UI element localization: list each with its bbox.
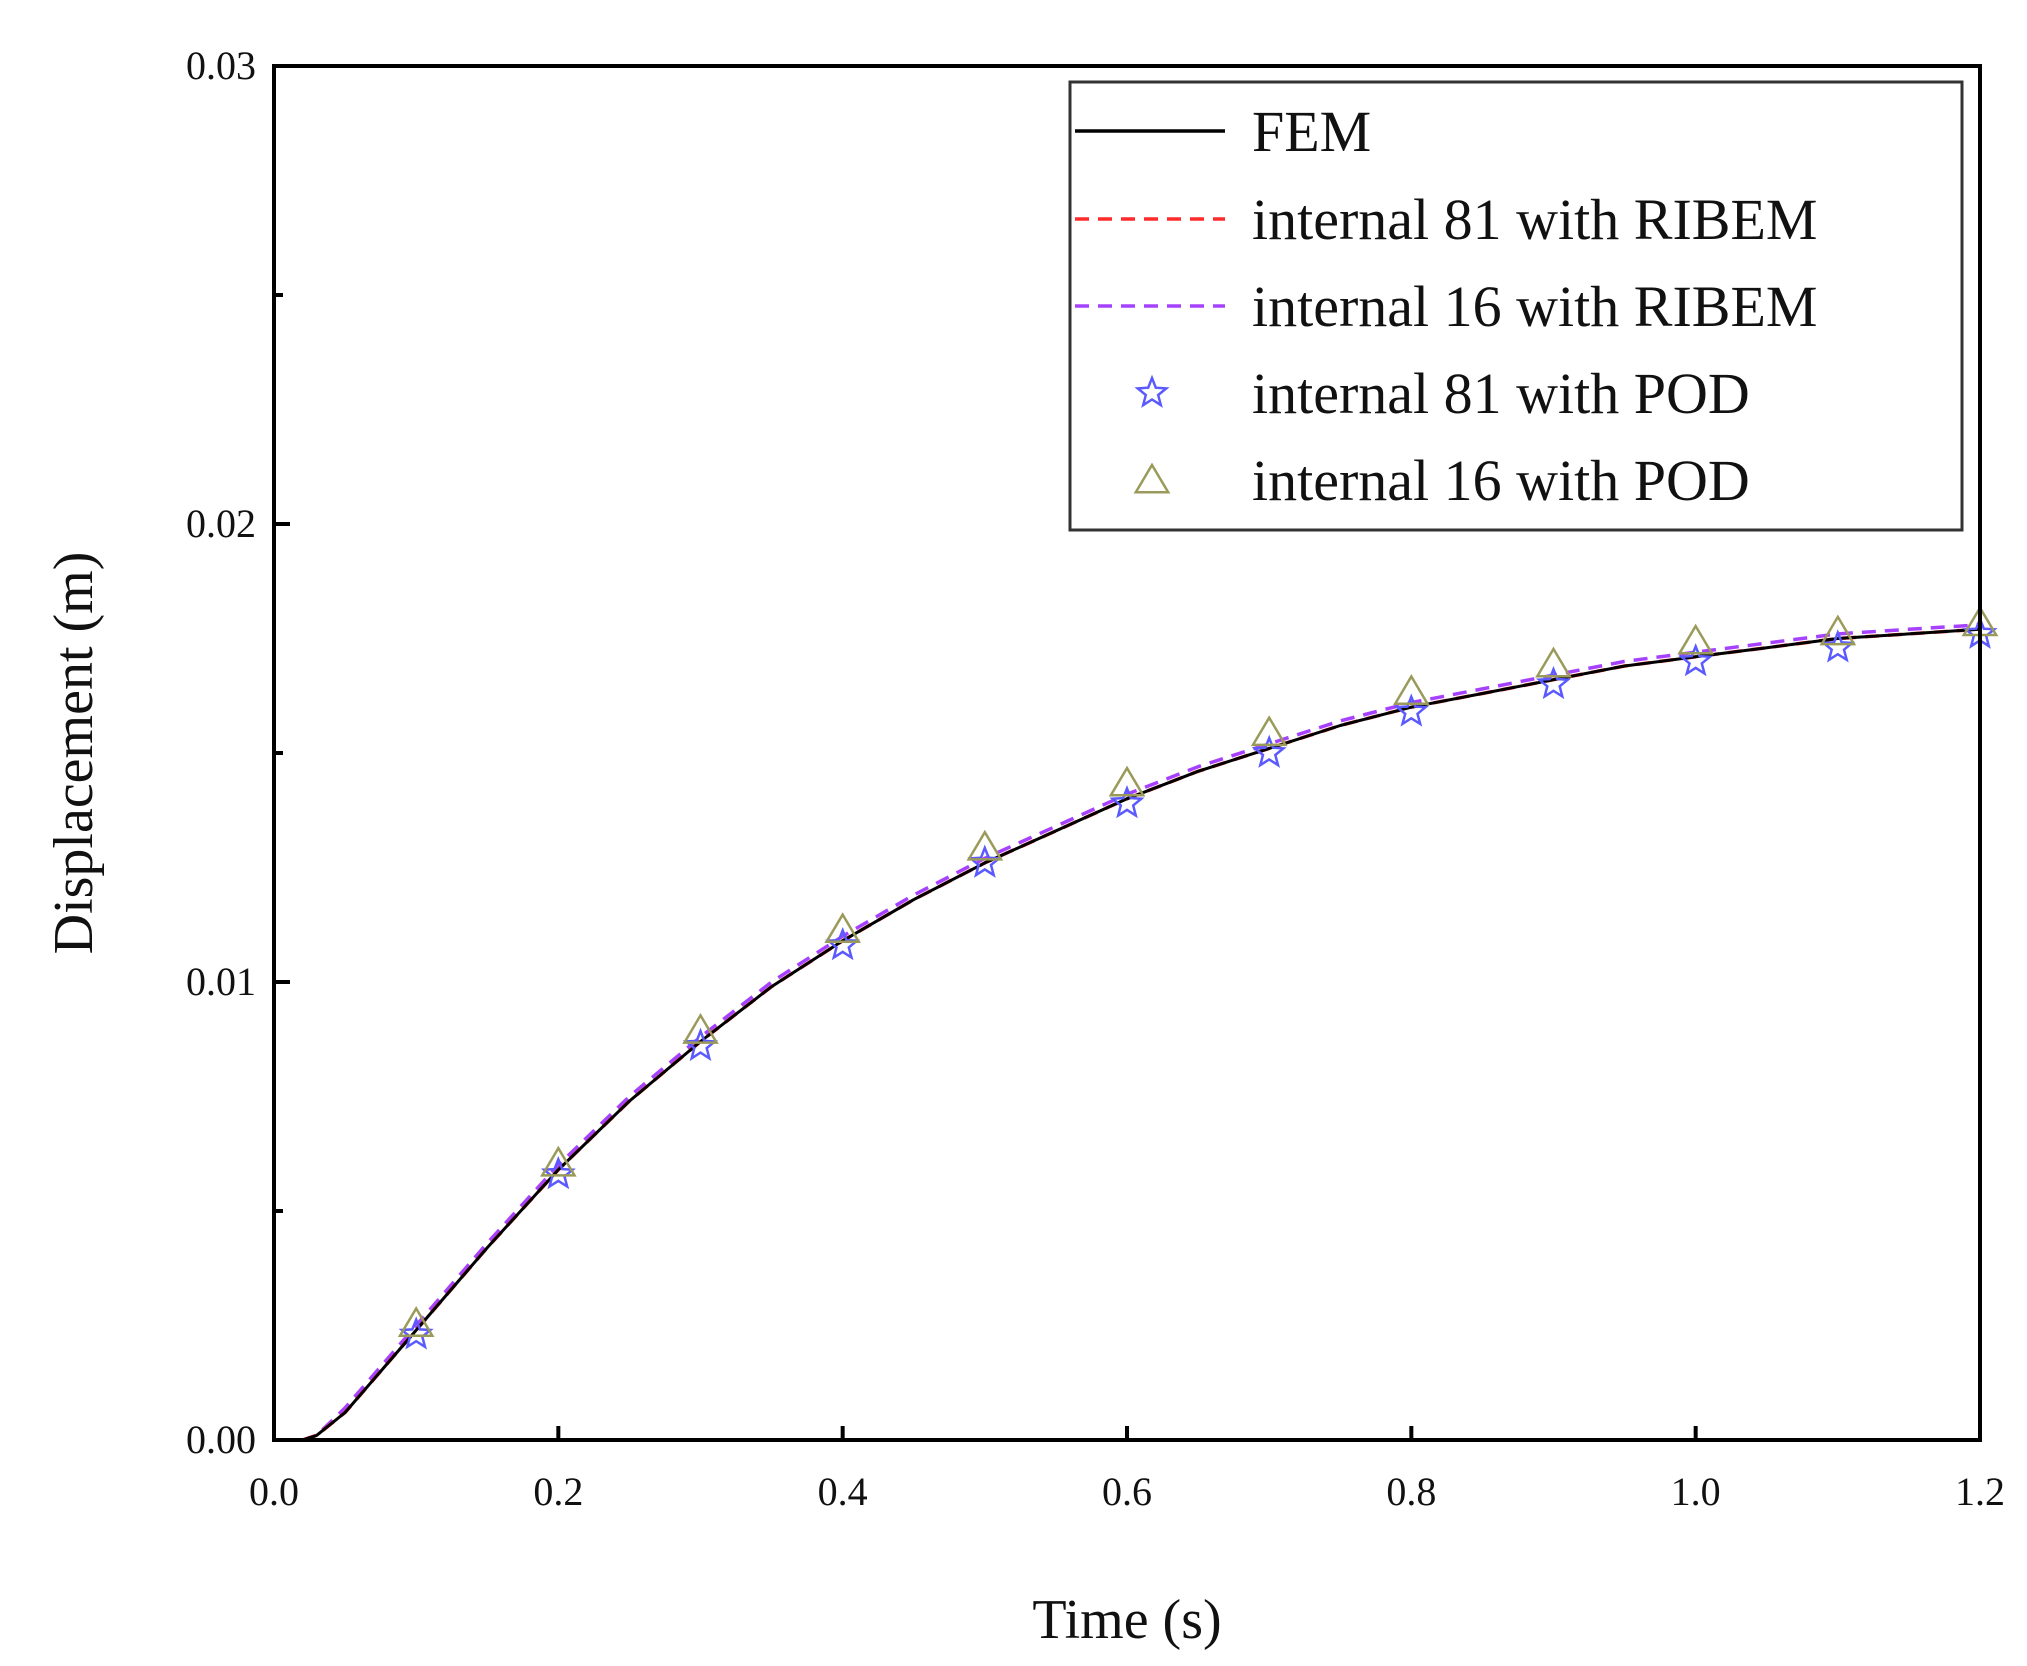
marker-internal-81-with-pod <box>540 1156 576 1190</box>
legend-label: internal 16 with RIBEM <box>1252 274 1817 339</box>
legend-label: internal 81 with POD <box>1252 361 1750 426</box>
marker-internal-16-with-pod <box>1535 646 1572 678</box>
y-axis: 0.00 0.01 0.02 0.03 <box>186 43 290 1462</box>
marker-internal-16-with-pod <box>1677 623 1714 655</box>
marker-internal-81-with-pod <box>398 1316 434 1350</box>
marker-internal-16-with-pod <box>1819 614 1857 646</box>
marker-internal-81-with-pod <box>1535 665 1572 700</box>
x-tick-label: 0.0 <box>249 1469 299 1514</box>
x-tick-label: 0.4 <box>818 1469 868 1514</box>
x-tick-label: 0.2 <box>533 1469 583 1514</box>
y-tick-label: 0.01 <box>186 959 256 1004</box>
marker-internal-16-with-pod <box>1250 715 1288 747</box>
x-tick-label: 0.6 <box>1102 1469 1152 1514</box>
marker-internal-16-with-pod <box>540 1145 577 1177</box>
x-axis: 0.0 0.2 0.4 0.6 0.8 1.0 1.2 <box>249 1426 2005 1514</box>
y-axis-title: Displacement (m) <box>43 552 105 955</box>
y-tick-label: 0.02 <box>186 501 256 546</box>
marker-internal-16-with-pod <box>682 1012 719 1044</box>
marker-internal-16-with-pod <box>824 912 861 944</box>
x-tick-label: 1.0 <box>1671 1469 1721 1514</box>
legend-label: internal 16 with POD <box>1252 448 1750 513</box>
marker-internal-16-with-pod <box>966 829 1004 861</box>
marker-internal-16-with-pod <box>1108 765 1146 797</box>
x-tick-label: 0.8 <box>1386 1469 1436 1514</box>
marker-internal-81-with-pod <box>967 844 1003 878</box>
legend-label: FEM <box>1252 99 1371 164</box>
marker-internal-81-with-pod <box>1393 693 1429 727</box>
marker-internal-81-with-pod <box>1109 784 1145 819</box>
marker-internal-16-with-pod <box>397 1306 435 1337</box>
legend-label: internal 81 with RIBEM <box>1252 187 1817 252</box>
legend-swatch-internal-81-with-pod <box>1134 374 1170 408</box>
y-tick-label: 0.00 <box>186 1417 256 1462</box>
marker-internal-81-with-pod <box>1251 734 1287 768</box>
x-tick-label: 1.2 <box>1955 1469 2005 1514</box>
marker-internal-81-with-pod <box>682 1027 719 1062</box>
marker-internal-81-with-pod <box>1820 629 1856 663</box>
marker-internal-81-with-pod <box>1678 643 1714 677</box>
marker-internal-81-with-pod <box>825 927 861 961</box>
legend: FEM internal 81 with RIBEM internal 16 wit… <box>1068 80 1964 532</box>
legend-swatch-internal-16-with-pod <box>1133 462 1171 494</box>
marker-internal-16-with-pod <box>1393 674 1430 705</box>
y-tick-label: 0.03 <box>186 43 256 88</box>
x-axis-title: Time (s) <box>1032 1589 1221 1651</box>
